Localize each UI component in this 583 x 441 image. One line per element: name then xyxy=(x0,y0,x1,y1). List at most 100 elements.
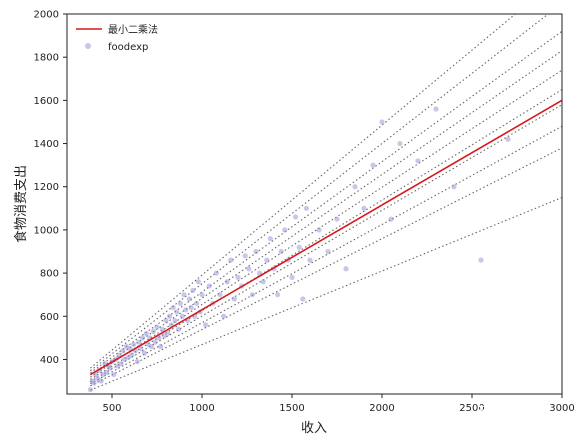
data-point xyxy=(203,322,209,328)
data-point xyxy=(293,214,299,220)
data-point xyxy=(282,227,288,233)
data-point xyxy=(451,184,457,190)
data-point xyxy=(141,350,147,356)
data-point xyxy=(98,378,104,384)
data-point xyxy=(228,257,234,263)
data-point xyxy=(163,317,169,324)
watermark: 知乎 @石川 xyxy=(477,403,551,420)
data-point xyxy=(343,266,349,272)
data-point xyxy=(91,380,97,386)
legend: 最小二乘法 foodexp xyxy=(76,23,158,53)
quantile-line-2 xyxy=(90,147,562,387)
data-point xyxy=(87,387,93,393)
data-point xyxy=(246,266,252,272)
plot-frame xyxy=(66,13,563,395)
data-point xyxy=(186,296,192,302)
legend-label-foodexp: foodexp xyxy=(108,42,148,53)
data-point xyxy=(397,140,403,147)
data-point xyxy=(334,216,340,222)
y-axis: 400 600 800 1000 1200 1400 1600 1800 2000 xyxy=(34,10,67,366)
data-point xyxy=(352,184,358,190)
data-point xyxy=(149,343,155,350)
data-point xyxy=(478,257,484,263)
data-point xyxy=(174,309,180,315)
data-point xyxy=(296,244,302,250)
data-point xyxy=(165,330,171,337)
data-point xyxy=(316,227,322,233)
y-tick-label: 1000 xyxy=(34,225,59,236)
x-tick-label: 1500 xyxy=(279,403,304,414)
data-point xyxy=(158,343,164,350)
data-point xyxy=(129,352,135,358)
data-point xyxy=(325,248,331,255)
least-squares-series xyxy=(89,99,562,376)
data-point xyxy=(361,205,367,211)
quantile-line-7 xyxy=(90,50,562,376)
data-point xyxy=(199,292,205,298)
data-point xyxy=(307,257,313,263)
quantile-line-6 xyxy=(90,69,562,378)
data-point xyxy=(206,283,212,289)
data-point xyxy=(183,307,189,313)
data-point xyxy=(120,348,126,354)
quantile-line-1 xyxy=(90,197,562,391)
data-point xyxy=(138,346,144,352)
data-point xyxy=(224,279,230,285)
y-tick-label: 600 xyxy=(40,312,59,323)
data-point xyxy=(264,257,270,263)
data-point xyxy=(370,162,376,168)
data-point xyxy=(111,371,117,378)
data-point xyxy=(93,371,99,378)
data-point xyxy=(167,313,173,319)
data-point xyxy=(289,274,295,281)
data-point xyxy=(172,317,178,324)
x-tick-label: 3000 xyxy=(549,403,574,414)
x-tick-label: 500 xyxy=(102,403,121,414)
data-point xyxy=(176,326,182,332)
quantile-line-5 xyxy=(90,89,562,380)
y-tick-label: 1800 xyxy=(34,53,59,64)
data-point xyxy=(388,216,394,222)
x-tick-label: 2000 xyxy=(369,403,394,414)
data-point xyxy=(156,335,162,341)
y-tick-label: 1600 xyxy=(34,96,59,107)
data-point xyxy=(152,339,158,345)
data-point xyxy=(194,300,200,306)
legend-label-ols: 最小二乘法 xyxy=(108,23,158,36)
data-point xyxy=(221,313,227,319)
data-point xyxy=(131,341,137,347)
data-point xyxy=(154,324,160,330)
x-axis: 500 1000 1500 2000 2500 3000 xyxy=(102,394,575,414)
data-point xyxy=(188,305,194,311)
data-point xyxy=(143,330,149,337)
data-point xyxy=(257,270,263,276)
data-point xyxy=(249,292,255,298)
x-tick-label: 1000 xyxy=(189,403,214,414)
data-point xyxy=(379,119,385,125)
data-point xyxy=(104,369,110,376)
data-point xyxy=(260,279,266,285)
least-squares-line xyxy=(89,99,562,376)
data-point xyxy=(267,235,273,242)
data-point xyxy=(217,292,223,298)
quantile-line-4 xyxy=(90,104,562,382)
y-tick-label: 800 xyxy=(40,269,59,280)
legend-marker-swatch xyxy=(85,43,91,49)
data-point xyxy=(505,136,511,142)
data-point xyxy=(278,248,284,255)
data-point xyxy=(235,274,241,281)
x-tick-label: 2500 xyxy=(459,403,484,414)
data-point xyxy=(415,158,421,164)
data-point xyxy=(213,270,219,276)
data-point xyxy=(190,287,196,293)
data-point xyxy=(177,300,183,306)
data-point xyxy=(179,313,185,319)
data-point xyxy=(118,361,124,367)
data-point xyxy=(253,248,259,255)
data-point xyxy=(195,279,201,285)
data-point xyxy=(150,328,156,334)
data-point xyxy=(231,296,237,302)
data-point xyxy=(303,205,309,211)
